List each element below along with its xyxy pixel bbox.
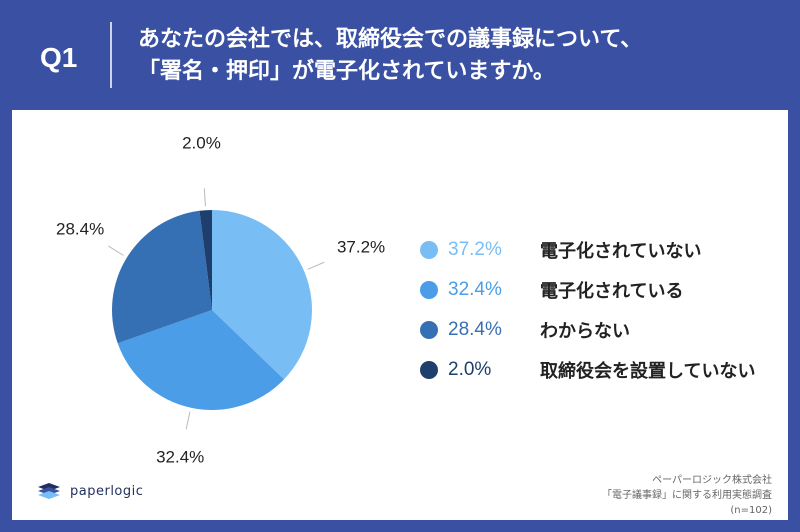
- question-title-line-2: 「署名・押印」が電子化されていますか。: [138, 59, 555, 84]
- source-company: ペーパーロジック株式会社: [652, 475, 772, 486]
- legend-value: 2.0%: [448, 359, 492, 380]
- legend-swatch: [420, 241, 438, 259]
- chart-legend: 37.2% 電子化されていない 32.4% 電子化されている 28.4% わからない 2.0…: [420, 230, 780, 390]
- legend-label: 取締役会を設置していない: [540, 361, 756, 382]
- legend-swatch: [420, 281, 438, 299]
- question-header: Q1 あなたの会社では、取締役会での議事録について、 「署名・押印」が電子化され…: [0, 0, 800, 110]
- legend-swatch: [420, 361, 438, 379]
- legend-item-3: 28.4% わからない: [420, 310, 780, 350]
- pie-slice-3: [111, 210, 212, 344]
- slice-value-label-1: 37.2%: [337, 238, 385, 257]
- legend-label: わからない: [540, 321, 630, 342]
- paperlogic-logo: paperlogic: [36, 481, 143, 501]
- logo-text: paperlogic: [70, 483, 144, 499]
- legend-label: 電子化されていない: [540, 241, 702, 262]
- source-note: ペーパーロジック株式会社 「電子議事録」に関する利用実態調査 (n=102): [602, 473, 772, 518]
- leader-line-3: [107, 245, 124, 256]
- paperlogic-logo-icon: [38, 483, 60, 499]
- header-divider: [110, 22, 112, 88]
- question-title: あなたの会社では、取締役会での議事録について、 「署名・押印」が電子化されていま…: [138, 24, 778, 88]
- legend-swatch: [420, 321, 438, 339]
- legend-value: 37.2%: [448, 239, 502, 260]
- legend-value: 28.4%: [448, 319, 502, 340]
- leader-line-1: [307, 261, 325, 270]
- leader-line-2: [185, 411, 191, 430]
- legend-item-1: 37.2% 電子化されていない: [420, 230, 780, 270]
- pie-slice-1: [212, 210, 312, 380]
- sample-size: (n=102): [730, 505, 772, 516]
- pie-slice-4: [199, 210, 212, 310]
- pie-chart: 37.2% 32.4% 28.4% 2.0%: [56, 133, 385, 467]
- legend-value: 32.4%: [448, 279, 502, 300]
- question-title-line-1: あなたの会社では、取締役会での議事録について、: [138, 27, 643, 52]
- legend-item-2: 32.4% 電子化されている: [420, 270, 780, 310]
- source-survey: 「電子議事録」に関する利用実態調査: [602, 490, 772, 501]
- legend-label: 電子化されている: [540, 281, 684, 302]
- pie-slice-2: [117, 310, 285, 410]
- leader-line-4: [203, 188, 206, 207]
- question-number: Q1: [40, 42, 78, 73]
- legend-item-4: 2.0% 取締役会を設置していない: [420, 350, 780, 390]
- slice-value-label-4: 2.0%: [182, 133, 221, 152]
- slice-value-label-2: 32.4%: [156, 448, 204, 467]
- chart-card: 37.2% 32.4% 28.4% 2.0% 37.2% 電子化されていない 32.4% 電…: [12, 110, 788, 520]
- slice-value-label-3: 28.4%: [56, 220, 104, 239]
